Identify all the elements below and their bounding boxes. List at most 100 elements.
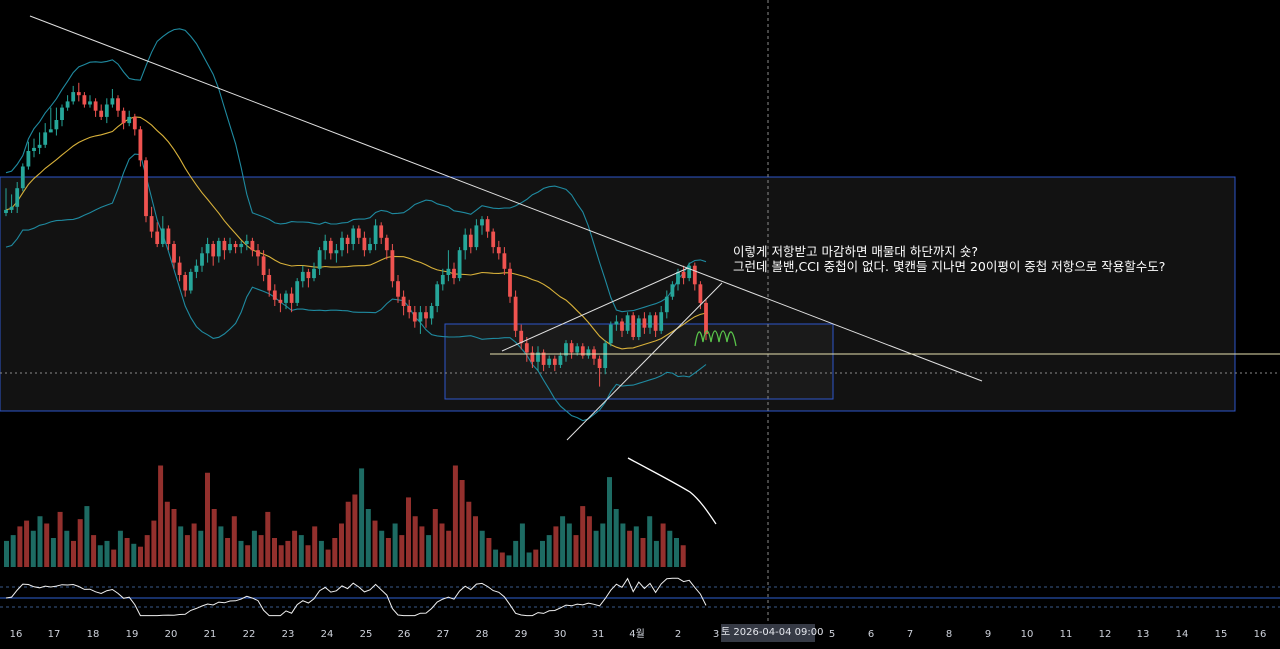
candle-body	[289, 293, 294, 303]
candle-body	[76, 92, 81, 96]
time-axis-label: 20	[165, 629, 178, 640]
volume-bar	[64, 530, 70, 567]
candle-body	[508, 268, 512, 297]
volume-bar	[566, 523, 572, 567]
candle-body	[642, 318, 647, 328]
volume-bar	[305, 545, 311, 567]
volume-bar	[586, 516, 592, 567]
volume-bar	[124, 538, 130, 567]
candle-body	[625, 315, 630, 331]
candle-body	[4, 209, 8, 213]
cci-indicator	[0, 577, 1280, 617]
candle-body	[407, 306, 412, 313]
rising-channel-lower	[566, 282, 723, 441]
candle-body	[659, 312, 664, 331]
volume-bar	[158, 465, 164, 567]
candle-body	[155, 231, 160, 244]
volume-bar	[379, 530, 385, 567]
candle-body	[177, 262, 182, 275]
volume-bar	[278, 545, 284, 567]
candle-body	[692, 265, 697, 285]
volume-bar	[439, 523, 445, 567]
candle-body	[104, 104, 109, 117]
volume-bar	[432, 509, 438, 567]
volume-bar	[546, 535, 552, 567]
volume-bar	[17, 526, 23, 567]
candle-body	[586, 349, 591, 356]
volume-bar	[298, 535, 304, 567]
volume-bar	[365, 509, 371, 567]
time-axis-label: 22	[243, 629, 256, 640]
candle-body	[267, 275, 272, 291]
time-axis-label: 18	[87, 629, 100, 640]
volume-bar	[399, 535, 405, 567]
volume-bar	[265, 511, 271, 567]
candle-body	[575, 346, 580, 353]
volume-bar	[191, 523, 197, 567]
candle-body	[200, 253, 204, 266]
volume-bar	[560, 516, 566, 567]
volume-bar	[620, 523, 626, 567]
candle-body	[558, 355, 563, 365]
candle-body	[32, 147, 36, 151]
candle-body	[88, 101, 92, 105]
candle-body	[166, 228, 171, 244]
candle-body	[541, 352, 546, 365]
candle-body	[261, 256, 266, 275]
volume-bar	[573, 535, 579, 567]
candle-body	[15, 188, 20, 207]
candle-body	[373, 225, 378, 244]
volume-bar	[30, 530, 36, 567]
candle-body	[597, 358, 602, 368]
volume-bar	[131, 543, 137, 567]
candle-body	[99, 110, 104, 117]
volume-bar	[91, 535, 97, 567]
volume-bar	[138, 546, 143, 567]
candle-body	[396, 281, 400, 297]
volume-bar	[205, 472, 210, 567]
volume-bar	[493, 549, 499, 567]
time-axis-label: 19	[126, 629, 139, 640]
candle-body	[412, 312, 417, 322]
candle-body	[519, 330, 524, 344]
candle-body	[9, 206, 14, 210]
candle-body	[384, 237, 389, 251]
volume-bar	[426, 535, 432, 567]
candle-body	[20, 166, 25, 189]
candle-body	[228, 244, 232, 251]
candle-body	[127, 116, 132, 124]
volume-bar	[640, 538, 646, 567]
candles	[4, 82, 708, 387]
volume-bar	[580, 506, 586, 567]
volume-bar	[633, 526, 639, 567]
volume-bar	[77, 519, 83, 567]
candle-body	[317, 250, 322, 269]
candle-body	[446, 268, 451, 275]
volume-bar	[412, 516, 418, 567]
candle-body	[468, 234, 473, 248]
candle-body	[144, 160, 148, 217]
annotation-line-1: 이렇게 저항받고 마감하면 매물대 하단까지 숏?	[733, 244, 979, 259]
volume-decline-stroke	[627, 457, 717, 525]
candle-body	[569, 343, 574, 353]
volume-bar	[519, 523, 525, 567]
candle-body	[452, 268, 456, 279]
time-axis: 16 17 18 19 20 21 22 23 24 25 26 27 28 29 30 31 4월 2 3 5 6 7 8…	[10, 628, 1267, 640]
candle-body	[424, 312, 428, 319]
candle-body	[670, 284, 675, 297]
candle-body	[704, 302, 708, 334]
candle-body	[272, 290, 277, 300]
volume-bar	[111, 549, 117, 567]
volume-bar	[506, 555, 512, 567]
candle-body	[653, 315, 658, 331]
candle-body	[211, 244, 216, 257]
time-axis-label: 6	[868, 629, 874, 640]
candle-body	[60, 107, 64, 120]
candle-body	[631, 315, 636, 337]
volume-bar	[37, 516, 43, 567]
volume-bar	[104, 540, 110, 567]
volume-bar	[184, 535, 190, 567]
candle-body	[608, 324, 613, 344]
candle-body	[681, 271, 686, 279]
